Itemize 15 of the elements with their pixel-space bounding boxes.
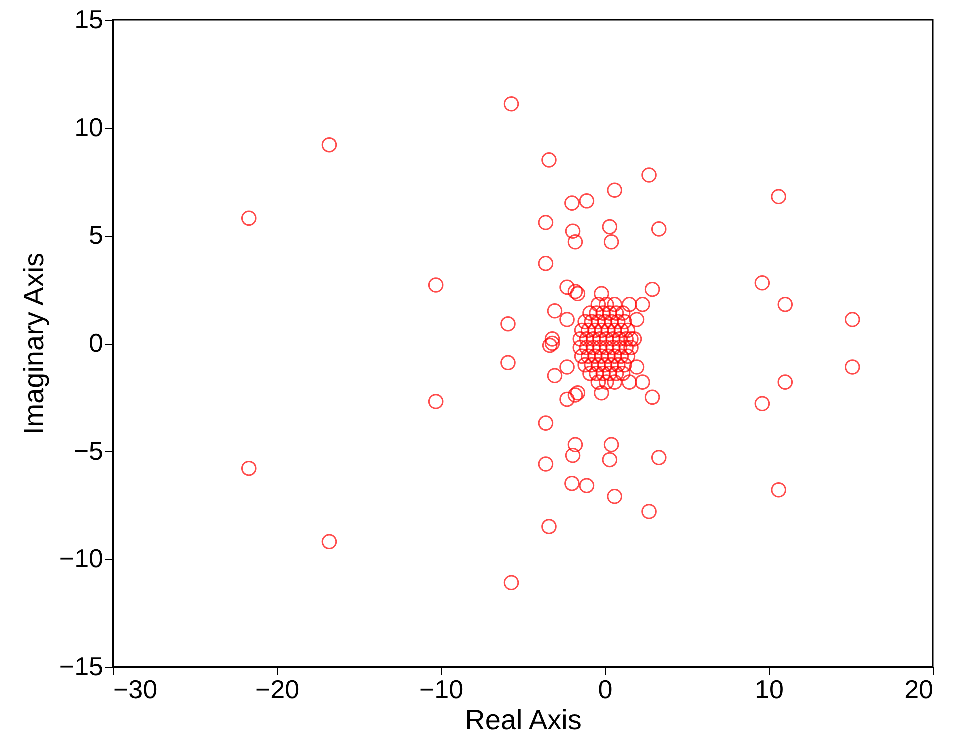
x-tick-label: 0 (598, 674, 613, 704)
x-tick-label: 10 (755, 674, 784, 704)
y-tick-label: 5 (89, 220, 104, 250)
y-tick-label: −15 (59, 652, 104, 682)
x-tick-label: −30 (114, 674, 158, 704)
y-tick-label: 10 (74, 112, 104, 142)
y-tick-label: 15 (74, 4, 104, 34)
x-axis-title: Real Axis (465, 704, 582, 736)
y-axis-title: Imaginary Axis (18, 252, 50, 436)
x-tick-label: 20 (904, 674, 934, 704)
y-tick-label: −5 (74, 436, 104, 466)
y-tick-label: −10 (59, 544, 104, 574)
x-tick-label: −20 (255, 674, 300, 704)
x-tick-label: −10 (419, 674, 464, 704)
y-tick-label: 0 (89, 328, 104, 358)
